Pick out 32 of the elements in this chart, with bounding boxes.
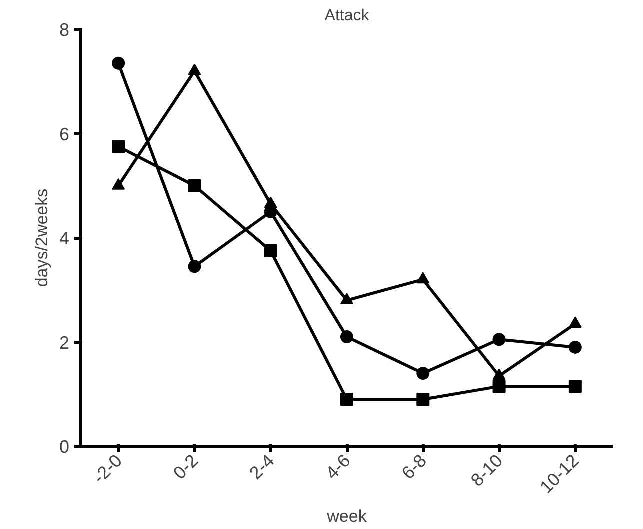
point xyxy=(340,293,354,305)
x-tick-label: 6-8 xyxy=(398,450,431,484)
x-tick-label: 0-2 xyxy=(170,450,202,484)
point xyxy=(416,272,430,284)
point xyxy=(492,380,506,394)
point xyxy=(264,244,278,258)
y-tick-label: 0 xyxy=(59,437,70,457)
point xyxy=(112,178,126,190)
chart-title: Attack xyxy=(324,8,370,24)
y-tick-label: 4 xyxy=(59,228,70,248)
point xyxy=(112,140,126,154)
point xyxy=(340,330,354,344)
point xyxy=(568,380,582,394)
y-tick-label: 6 xyxy=(59,124,70,144)
point xyxy=(416,393,430,406)
point xyxy=(264,196,278,208)
x-axis-title: week xyxy=(326,507,368,526)
point xyxy=(492,333,506,346)
x-tick-label: 2-4 xyxy=(246,450,278,484)
x-tick-label: 8-10 xyxy=(467,450,507,490)
y-axis-title: days/2weeks xyxy=(32,188,52,288)
point xyxy=(568,340,582,354)
x-tick-label: -2-0 xyxy=(89,450,126,488)
y-tick-label: 8 xyxy=(59,20,70,40)
point xyxy=(112,56,126,70)
y-tick-label: 2 xyxy=(59,332,70,353)
point xyxy=(416,367,430,380)
x-tick-label: 4-6 xyxy=(322,450,354,484)
point xyxy=(188,260,202,274)
point xyxy=(188,64,202,76)
point xyxy=(188,179,202,192)
point xyxy=(340,393,354,406)
